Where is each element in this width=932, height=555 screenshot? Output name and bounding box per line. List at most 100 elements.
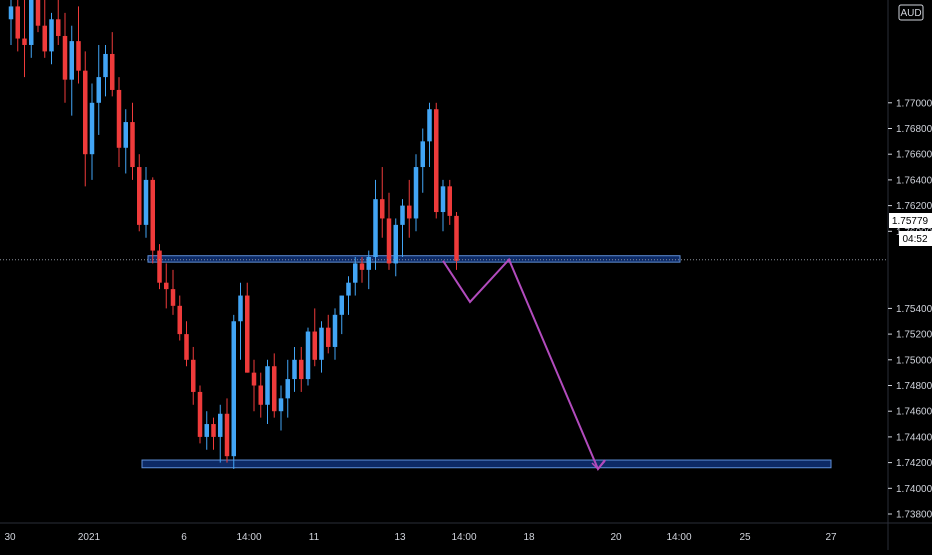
price-tick-label: 1.75400 <box>896 304 932 315</box>
price-axis-ticks: 1.770001.768001.766001.764001.762001.760… <box>888 98 932 521</box>
candle-body <box>69 41 74 80</box>
candle-body <box>137 167 142 225</box>
zone-support-zone <box>141 459 832 469</box>
plot-area[interactable] <box>0 0 888 471</box>
candle-body <box>258 385 263 405</box>
zone-resistance-zone <box>147 255 681 263</box>
candle-body <box>177 305 182 335</box>
candle-body <box>157 250 162 283</box>
time-tick-label: 14:00 <box>236 532 261 543</box>
price-tick-label: 1.75200 <box>896 330 932 341</box>
candle-body <box>8 6 14 20</box>
countdown-label: 04:52 <box>902 234 927 245</box>
candle-body <box>447 186 452 216</box>
candle-body <box>123 122 128 148</box>
projection-arrowhead <box>591 460 606 471</box>
candle-body <box>62 35 68 80</box>
countdown-tag: 04:52 <box>899 231 932 246</box>
currency-label: AUD <box>900 8 921 19</box>
candle-body <box>400 205 405 225</box>
candle-body <box>35 0 41 26</box>
price-tick-label: 1.74800 <box>896 381 932 392</box>
candle-body <box>164 282 169 290</box>
time-tick-label: 13 <box>394 532 406 543</box>
price-tick-label: 1.74400 <box>896 432 932 443</box>
candle-body <box>211 424 216 437</box>
price-tick-label: 1.73800 <box>896 510 932 521</box>
candle-body <box>89 102 95 155</box>
time-tick-label: 25 <box>739 532 751 543</box>
candle-body <box>420 141 425 168</box>
candle-body <box>373 199 378 258</box>
price-tick-label: 1.75000 <box>896 355 932 366</box>
candle-body <box>231 321 236 457</box>
candle-body <box>305 331 311 380</box>
price-tick-label: 1.74600 <box>896 407 932 418</box>
candle-body <box>359 263 365 270</box>
candle-body <box>285 379 290 399</box>
last-price-label: 1.75779 <box>892 216 929 227</box>
last-price-tag: 1.75779 <box>889 213 932 228</box>
candle-body <box>224 413 230 457</box>
candle-body <box>292 359 297 380</box>
candle-body <box>170 289 176 306</box>
candle-body <box>150 179 155 251</box>
candle-body <box>56 19 61 36</box>
time-tick-label: 14:00 <box>451 532 476 543</box>
price-tick-label: 1.74000 <box>896 484 932 495</box>
candle-body <box>218 413 223 437</box>
time-tick-label: 30 <box>4 532 16 543</box>
time-tick-label: 6 <box>181 532 187 543</box>
candle-body <box>278 398 284 412</box>
candle-body <box>319 327 324 360</box>
candle-body <box>353 263 358 283</box>
candle-body <box>110 53 115 90</box>
candle-body <box>204 424 209 437</box>
candle-body <box>454 215 459 261</box>
candle-body <box>265 366 270 405</box>
time-tick-label: 14:00 <box>666 532 691 543</box>
candle-body <box>427 109 432 142</box>
candle-body <box>29 0 34 45</box>
candle-body <box>197 391 203 437</box>
candle-body <box>83 70 88 155</box>
time-tick-label: 27 <box>825 532 837 543</box>
projection-path <box>442 257 606 471</box>
candle-body <box>326 327 331 347</box>
price-tick-label: 1.77000 <box>896 98 932 109</box>
candle-body <box>380 199 385 219</box>
price-tick-label: 1.74200 <box>896 458 932 469</box>
candle-body <box>103 53 108 78</box>
candle-body <box>76 41 81 71</box>
candle-body <box>393 224 398 264</box>
candle-body <box>42 25 47 52</box>
candle-body <box>15 6 20 39</box>
candle-body <box>332 314 338 347</box>
candle-body <box>96 77 101 103</box>
candle-body <box>339 295 344 315</box>
time-axis-ticks: 30 2021 6 14:00 11 13 14:00 18 20 14:00 25 27 <box>4 532 837 543</box>
candle-body <box>299 359 304 380</box>
candle-body <box>312 331 317 360</box>
candle-body <box>130 122 135 168</box>
price-tick-label: 1.76600 <box>896 150 932 161</box>
candle-body <box>413 167 419 219</box>
candle-body <box>245 295 250 373</box>
candle-body <box>251 372 257 386</box>
candle-body <box>366 257 371 270</box>
candle-body <box>191 359 196 392</box>
price-tick-label: 1.76800 <box>896 124 932 135</box>
candle-body <box>386 218 392 264</box>
time-tick-label: 20 <box>610 532 622 543</box>
price-tick-label: 1.76200 <box>896 201 932 212</box>
time-tick-label: 2021 <box>78 532 101 543</box>
currency-badge[interactable]: AUD <box>898 4 924 21</box>
price-tick-label: 1.76400 <box>896 175 932 186</box>
candle-body <box>22 38 27 45</box>
candle-body <box>407 205 412 219</box>
candle-body <box>434 109 439 213</box>
candle-body <box>49 19 54 52</box>
